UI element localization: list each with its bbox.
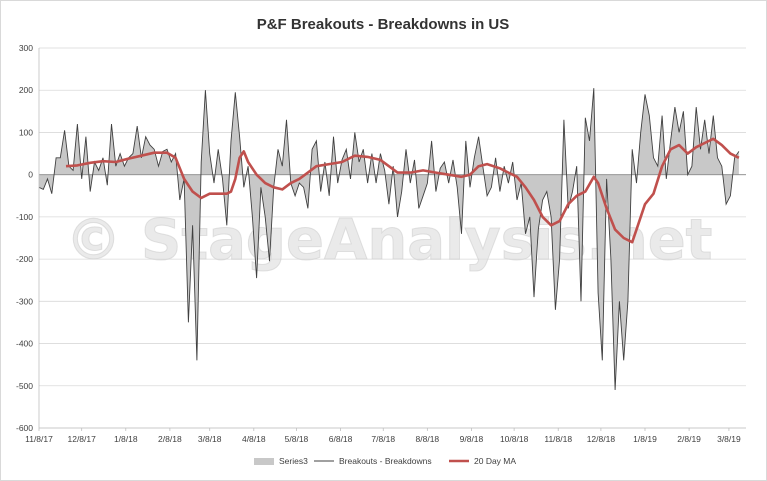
x-tick-label: 12/8/17 [67, 434, 96, 444]
x-tick-label: 11/8/17 [25, 434, 53, 444]
x-tick-label: 12/8/18 [587, 434, 616, 444]
x-tick-label: 4/8/18 [242, 434, 266, 444]
y-tick-label: 100 [19, 127, 33, 137]
x-tick-label: 9/8/18 [460, 434, 484, 444]
y-tick-label: -600 [16, 423, 33, 433]
chart-title: P&F Breakouts - Breakdowns in US [257, 16, 510, 33]
x-tick-label: 11/8/18 [544, 434, 572, 444]
y-tick-label: -400 [16, 339, 33, 349]
ma-20-day-line [65, 137, 740, 244]
y-tick-label: -300 [16, 296, 33, 306]
series3-area [39, 88, 739, 390]
y-tick-label: 300 [19, 43, 33, 53]
y-tick-label: -200 [16, 254, 33, 264]
axes: 3002001000-100-200-300-400-500-60011/8/1… [16, 43, 746, 444]
y-tick-label: -500 [16, 381, 33, 391]
x-tick-label: 2/8/19 [677, 434, 701, 444]
legend-label-ma: 20 Day MA [474, 456, 516, 466]
legend: Series3 Breakouts - Breakdowns 20 Day MA [254, 456, 516, 466]
plot-area [38, 88, 746, 391]
x-tick-label: 2/8/18 [158, 434, 182, 444]
x-tick-label: 10/8/18 [500, 434, 529, 444]
x-tick-label: 8/8/18 [416, 434, 440, 444]
legend-swatch-series3 [254, 458, 274, 465]
x-tick-label: 3/8/18 [198, 434, 222, 444]
x-tick-label: 1/8/18 [114, 434, 138, 444]
legend-label-series3: Series3 [279, 456, 308, 466]
x-tick-label: 1/8/19 [633, 434, 657, 444]
x-tick-label: 5/8/18 [285, 434, 309, 444]
x-tick-label: 6/8/18 [329, 434, 353, 444]
y-tick-label: 200 [19, 85, 33, 95]
y-tick-label: 0 [28, 170, 33, 180]
x-tick-label: 7/8/18 [371, 434, 395, 444]
y-tick-label: -100 [16, 212, 33, 222]
x-tick-label: 3/8/19 [717, 434, 741, 444]
breakouts-breakdowns-line [38, 88, 740, 391]
legend-label-breakouts: Breakouts - Breakdowns [339, 456, 432, 466]
